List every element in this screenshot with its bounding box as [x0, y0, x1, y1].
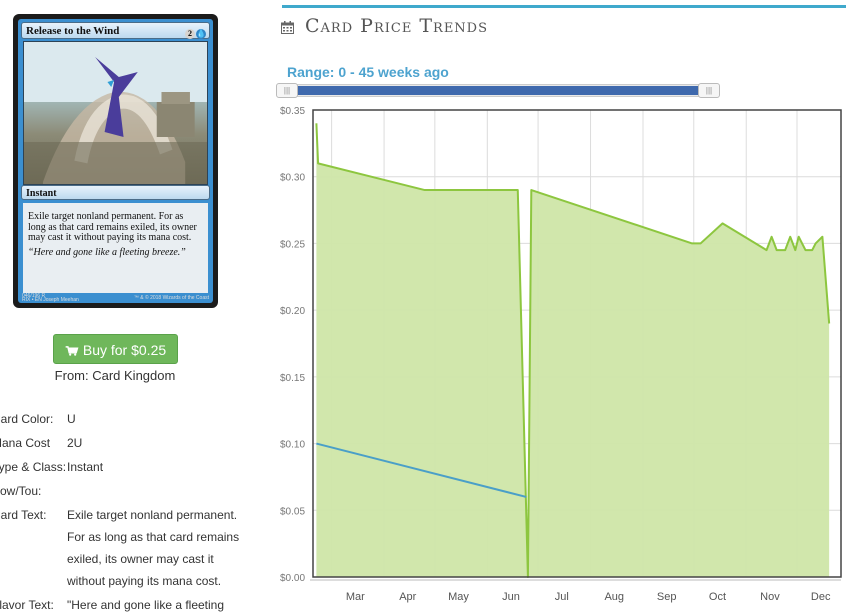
detail-label: Mana Cost: [0, 436, 51, 450]
x-tick-label: Dec: [811, 591, 831, 603]
series-area-0: [316, 123, 830, 577]
x-tick-label: Oct: [709, 591, 726, 603]
y-tick-label: $0.30: [280, 173, 305, 184]
detail-label: Flavor Text:: [0, 598, 54, 612]
x-tick-label: Mar: [346, 591, 365, 603]
price-chart-svg: $0.35 $0.30 $0.25 $0.20 $0.15 $0.10 $0.05 $0.00…: [280, 106, 842, 603]
y-tick-label: $0.05: [280, 506, 305, 517]
vendor-label: From: Card Kingdom: [54, 368, 176, 383]
card-image: Release to the Wind 2 💧 Instant Exile tar…: [13, 14, 218, 308]
price-chart: $0.35 $0.30 $0.25 $0.20 $0.15 $0.10 $0.05 $0.00…: [278, 102, 846, 609]
card-rules-text: Exile target nonland permanent. For as l…: [28, 211, 197, 243]
card-mana-cost: 2 💧: [184, 25, 206, 42]
y-tick-label: $0.10: [280, 440, 305, 451]
y-tick-label: $0.15: [280, 373, 305, 384]
detail-label: Type & Class:: [0, 460, 67, 474]
range-slider-fill: [288, 86, 702, 95]
x-tick-label: Nov: [760, 591, 780, 603]
card-type-line: Instant: [21, 185, 210, 200]
detail-value: Instant: [67, 460, 104, 474]
x-tick-label: Aug: [604, 591, 624, 603]
card-text-box: Exile target nonland permanent. For as l…: [23, 203, 208, 293]
series-line-0: [315, 123, 831, 578]
card-footer: 046/196 R RIX • EN Joseph Meehan ™ & © 2…: [22, 293, 209, 303]
range-slider-handle-right[interactable]: |||: [698, 83, 720, 98]
y-tick-label: $0.00: [280, 573, 305, 584]
detail-label: Card Text:: [0, 508, 47, 522]
section-top-rule: [282, 5, 846, 8]
card-set-code: RIX • EN: [22, 297, 42, 303]
card-type-text: Instant: [26, 188, 57, 199]
y-tick-label: $0.20: [280, 306, 305, 317]
series-line-1: [316, 442, 527, 498]
card-artwork: [23, 41, 208, 185]
card-artist: Joseph Meehan: [43, 297, 79, 303]
detail-value: U: [67, 412, 76, 426]
blue-mana-icon: 💧: [196, 29, 206, 39]
shopping-cart-icon: [65, 346, 79, 357]
y-tick-label: $0.25: [280, 239, 305, 250]
card-flavor-text: “Here and gone like a fleeting breeze.”: [28, 246, 186, 258]
calendar-icon: [281, 21, 294, 34]
card-name: Release to the Wind 2 💧: [21, 22, 210, 39]
card-collector-number: 046/196 R: [22, 293, 46, 299]
detail-value: "Here and gone like a fleeting: [67, 598, 225, 612]
x-tick-label: Jul: [555, 591, 569, 603]
section-title: Card Price Trends: [305, 15, 489, 37]
detail-value: 2U: [67, 436, 83, 450]
x-tick-label: Sep: [657, 591, 677, 603]
x-tick-label: Apr: [399, 591, 416, 603]
range-label: Range: 0 - 45 weeks ago: [287, 64, 449, 80]
x-tick-label: Jun: [502, 591, 520, 603]
detail-label: Pow/Tou:: [0, 484, 42, 498]
y-tick-label: $0.35: [280, 106, 305, 117]
range-slider-handle-left[interactable]: |||: [276, 83, 298, 98]
detail-value: Exile target nonland permanent. For as l…: [67, 508, 240, 588]
plot-frame: [312, 109, 842, 578]
detail-label: Card Color:: [0, 412, 54, 426]
x-tick-label: May: [448, 591, 469, 603]
buy-button[interactable]: Buy for $0.25: [53, 334, 178, 364]
card-name-text: Release to the Wind: [26, 25, 120, 37]
card-frame: Release to the Wind 2 💧 Instant Exile tar…: [18, 19, 213, 303]
generic-mana-icon: 2: [185, 29, 195, 39]
card-copyright: ™ & © 2018 Wizards of the Coast: [133, 295, 209, 301]
buy-button-label: Buy for $0.25: [82, 342, 167, 358]
